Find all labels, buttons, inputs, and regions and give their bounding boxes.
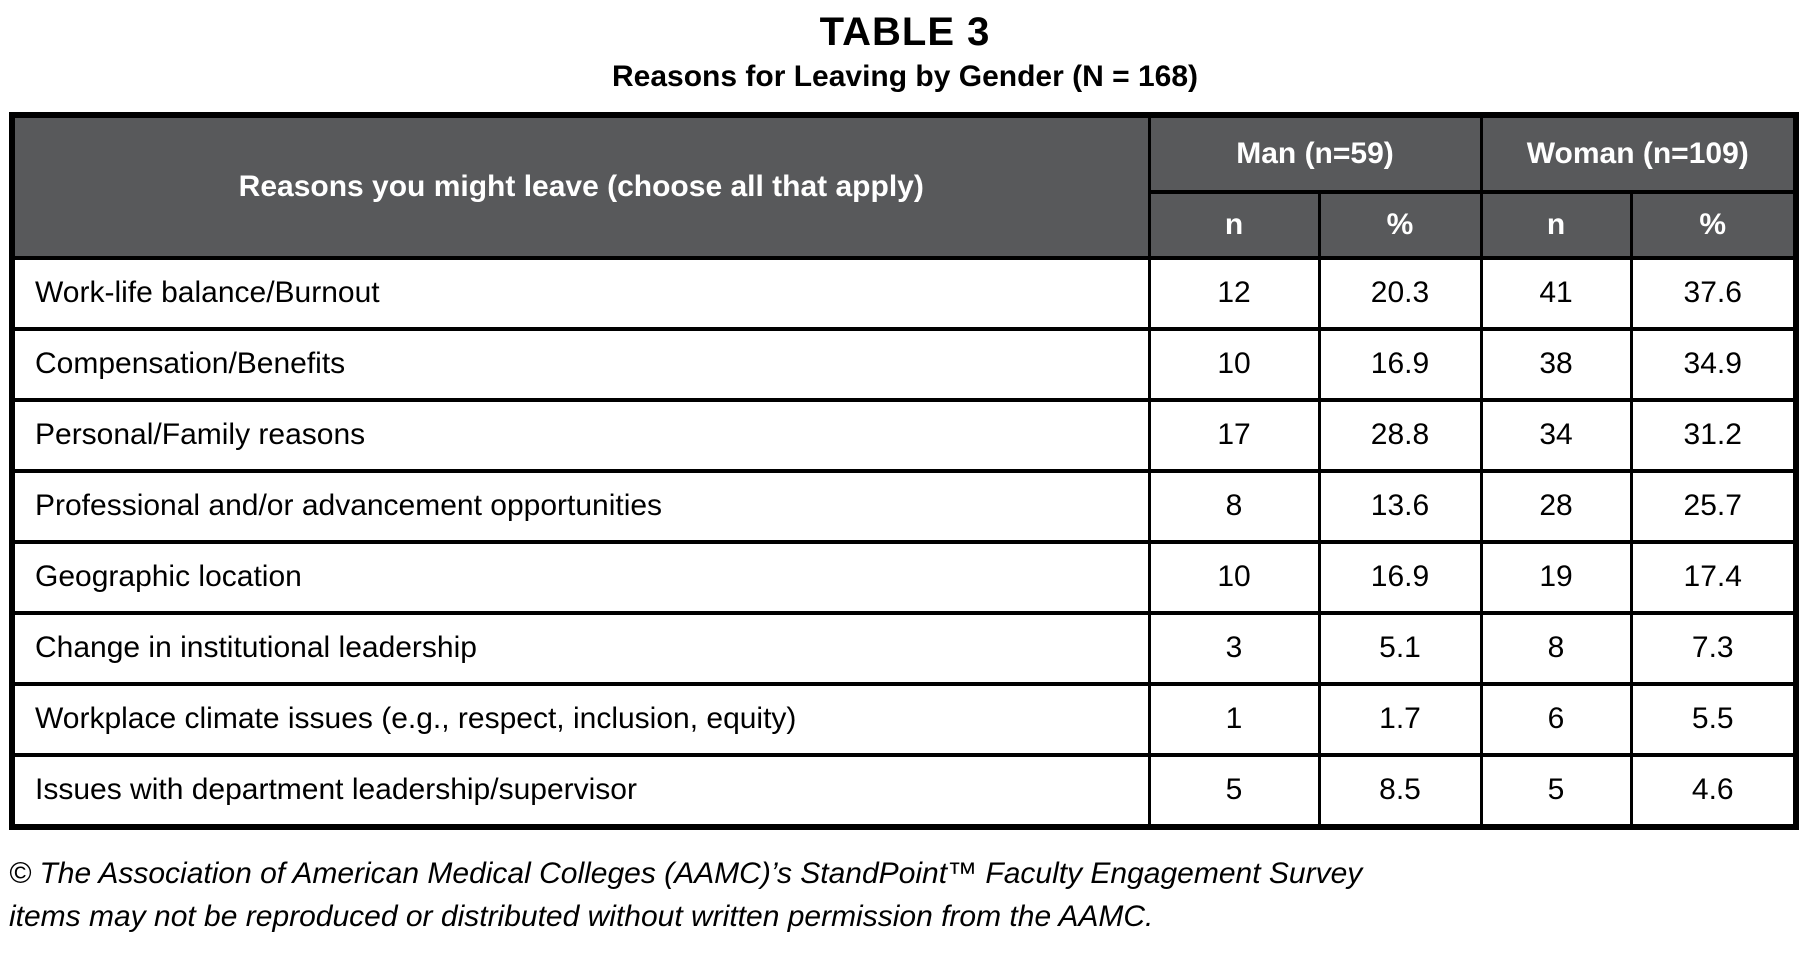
man-n-cell: 10 bbox=[1147, 326, 1321, 402]
table-body: Work-life balance/Burnout 12 20.3 41 37.… bbox=[10, 255, 1798, 829]
woman-pct-header: % bbox=[1629, 189, 1798, 260]
table-subtitle: Reasons for Leaving by Gender (N = 168) bbox=[611, 60, 1198, 93]
man-n-cell: 3 bbox=[1147, 610, 1321, 686]
footnote-line-2: items may not be reproduced or distribut… bbox=[9, 900, 1154, 933]
man-n-cell: 12 bbox=[1147, 255, 1321, 331]
man-n-cell: 5 bbox=[1147, 752, 1321, 829]
man-group-header: Man (n=59) bbox=[1147, 112, 1483, 194]
reason-cell: Compensation/Benefits bbox=[10, 326, 1151, 402]
table-row: Workplace climate issues (e.g., respect,… bbox=[10, 681, 1798, 757]
reason-cell: Work-life balance/Burnout bbox=[10, 255, 1151, 331]
table-row: Compensation/Benefits 10 16.9 38 34.9 bbox=[10, 326, 1798, 402]
reasons-for-leaving-table: Reasons you might leave (choose all that… bbox=[9, 111, 1799, 830]
title-block: TABLE 3 Reasons for Leaving by Gender (N… bbox=[0, 0, 1810, 96]
footnote-line-1: © The Association of American Medical Co… bbox=[9, 856, 1363, 890]
table-row: Work-life balance/Burnout 12 20.3 41 37.… bbox=[10, 255, 1798, 331]
man-pct-cell: 16.9 bbox=[1317, 326, 1483, 402]
man-n-cell: 10 bbox=[1147, 539, 1321, 615]
woman-n-cell: 34 bbox=[1479, 397, 1633, 473]
woman-n-cell: 19 bbox=[1479, 539, 1633, 615]
woman-n-cell: 38 bbox=[1479, 326, 1633, 402]
man-pct-cell: 5.1 bbox=[1317, 610, 1483, 686]
woman-n-cell: 28 bbox=[1479, 468, 1633, 544]
table-header: Reasons you might leave (choose all that… bbox=[10, 112, 1798, 260]
woman-pct-cell: 31.2 bbox=[1629, 397, 1798, 473]
table-row: Change in institutional leadership 3 5.1… bbox=[10, 610, 1798, 686]
woman-pct-cell: 5.5 bbox=[1629, 681, 1798, 757]
man-pct-cell: 1.7 bbox=[1317, 681, 1483, 757]
reason-column-header: Reasons you might leave (choose all that… bbox=[10, 112, 1151, 260]
table-row: Issues with department leadership/superv… bbox=[10, 752, 1798, 829]
woman-pct-cell: 17.4 bbox=[1629, 539, 1798, 615]
man-pct-cell: 8.5 bbox=[1317, 752, 1483, 829]
reason-cell: Issues with department leadership/superv… bbox=[10, 752, 1151, 829]
woman-n-cell: 8 bbox=[1479, 610, 1633, 686]
reason-cell: Personal/Family reasons bbox=[10, 397, 1151, 473]
woman-pct-cell: 34.9 bbox=[1629, 326, 1798, 402]
man-n-header: n bbox=[1147, 189, 1321, 260]
woman-group-header: Woman (n=109) bbox=[1479, 112, 1798, 194]
woman-pct-cell: 37.6 bbox=[1629, 255, 1798, 331]
table-row: Geographic location 10 16.9 19 17.4 bbox=[10, 539, 1798, 615]
woman-n-header: n bbox=[1479, 189, 1633, 260]
header-sub-row: n % n % bbox=[12, 189, 1798, 260]
woman-n-cell: 41 bbox=[1479, 255, 1633, 331]
man-pct-cell: 28.8 bbox=[1317, 397, 1483, 473]
man-pct-cell: 13.6 bbox=[1317, 468, 1483, 544]
man-n-cell: 1 bbox=[1147, 681, 1321, 757]
woman-pct-cell: 25.7 bbox=[1629, 468, 1798, 544]
woman-pct-cell: 7.3 bbox=[1629, 610, 1798, 686]
reason-cell: Change in institutional leadership bbox=[10, 610, 1151, 686]
man-pct-cell: 16.9 bbox=[1317, 539, 1483, 615]
table-row: Professional and/or advancement opportun… bbox=[10, 468, 1798, 544]
man-n-cell: 17 bbox=[1147, 397, 1321, 473]
man-pct-cell: 20.3 bbox=[1317, 255, 1483, 331]
man-pct-header: % bbox=[1317, 189, 1483, 260]
woman-n-cell: 5 bbox=[1479, 752, 1633, 829]
woman-n-cell: 6 bbox=[1479, 681, 1633, 757]
table-number-title: TABLE 3 bbox=[819, 10, 991, 54]
woman-pct-cell: 4.6 bbox=[1629, 752, 1798, 829]
copyright-footnote: © The Association of American Medical Co… bbox=[9, 852, 1810, 939]
reason-cell: Workplace climate issues (e.g., respect,… bbox=[10, 681, 1151, 757]
man-n-cell: 8 bbox=[1147, 468, 1321, 544]
reason-cell: Geographic location bbox=[10, 539, 1151, 615]
header-group-row: Reasons you might leave (choose all that… bbox=[10, 112, 1798, 260]
table-row: Personal/Family reasons 17 28.8 34 31.2 bbox=[10, 397, 1798, 473]
reason-cell: Professional and/or advancement opportun… bbox=[10, 468, 1151, 544]
